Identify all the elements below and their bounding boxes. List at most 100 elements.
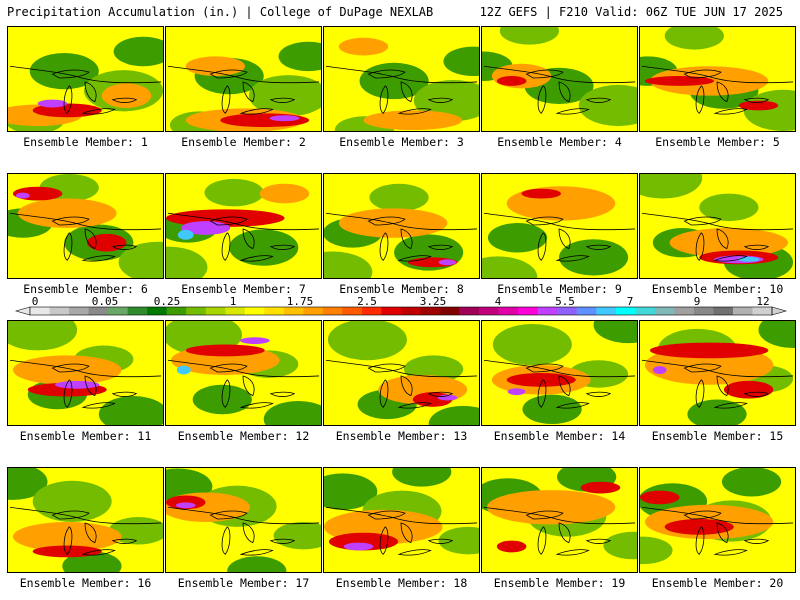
precip-region	[640, 536, 673, 565]
great-lake-outline	[84, 522, 97, 544]
precip-maximum-purple	[652, 366, 667, 374]
great-lake-outline	[379, 379, 389, 408]
precip-region	[687, 399, 747, 425]
colorbar-tick-label: 9	[694, 297, 701, 308]
ensemble-member-map-2	[165, 26, 322, 132]
colorbar-tick-label: 0	[32, 297, 39, 308]
us-canada-border	[641, 506, 794, 525]
great-lake-outline	[111, 244, 138, 250]
great-lake-outline	[367, 510, 406, 520]
precip-maximum-purple	[438, 259, 457, 266]
ensemble-member-map-19	[481, 467, 638, 573]
great-lake-outline	[84, 375, 97, 397]
us-canada-border	[641, 212, 794, 231]
precip-region	[8, 321, 78, 351]
ensemble-member-label: Ensemble Member: 3	[339, 135, 464, 149]
colorbar-swatch	[205, 307, 226, 315]
great-lake-outline	[716, 228, 729, 250]
colorbar-swatch	[381, 307, 402, 315]
ensemble-member-label: Ensemble Member: 1	[23, 135, 148, 149]
ensemble-member-label: Ensemble Member: 6	[23, 282, 148, 296]
us-canada-border	[167, 506, 320, 525]
great-lake-outline	[221, 232, 231, 261]
precip-region	[699, 193, 759, 222]
colorbar-swatch	[732, 307, 753, 315]
great-lake-outline	[367, 363, 406, 373]
great-lake-outline	[84, 228, 97, 250]
precip-region	[273, 521, 321, 550]
colorbar-swatch	[596, 307, 617, 315]
us-canada-border	[9, 65, 162, 84]
ensemble-member-label: Ensemble Member: 4	[497, 135, 622, 149]
colorbar-tick-label: 3.25	[420, 297, 447, 308]
precip-region	[118, 241, 163, 278]
us-canada-border	[325, 212, 478, 231]
great-lake-outline	[63, 232, 73, 261]
precip-maximum-orange	[486, 490, 616, 525]
great-lake-outline	[585, 244, 612, 250]
colorbar-swatch	[674, 307, 695, 315]
great-lake-outline	[379, 526, 389, 555]
precip-region	[113, 36, 163, 67]
precip-maximum-orange	[12, 355, 122, 385]
great-lake-outline	[683, 216, 722, 226]
precip-maximum-orange	[363, 110, 463, 131]
colorbar-min-arrow	[14, 306, 31, 316]
great-lake-outline	[81, 108, 116, 115]
precip-region	[492, 323, 572, 366]
precip-maximum-purple	[437, 394, 458, 401]
colorbar-tick-label: 0.05	[92, 297, 119, 308]
ensemble-member-map-18	[323, 467, 480, 573]
ensemble-member-map-5	[639, 26, 796, 132]
map-title: Precipitation Accumulation (in.) | Colle…	[7, 5, 434, 19]
great-lake-outline	[111, 97, 138, 103]
great-lake-outline	[239, 549, 274, 556]
great-lake-outline	[537, 526, 547, 555]
colorbar-swatch	[225, 307, 246, 315]
precip-region	[324, 251, 373, 278]
great-lake-outline	[713, 255, 748, 262]
great-lake-outline	[713, 549, 748, 556]
precip-maximum-purple	[343, 542, 374, 551]
colorbar-swatch	[283, 307, 304, 315]
great-lake-outline	[716, 375, 729, 397]
colorbar-swatch	[420, 307, 441, 315]
precip-region	[229, 229, 299, 266]
precip-maximum-cyan	[177, 229, 194, 240]
great-lake-outline	[695, 232, 705, 261]
great-lake-outline	[525, 510, 564, 520]
precip-maximum-red	[496, 540, 527, 553]
precip-region	[593, 321, 637, 344]
precip-region	[227, 556, 287, 572]
colorbar-swatch	[654, 307, 675, 315]
us-canada-border	[325, 506, 478, 525]
precip-maximum-purple	[180, 221, 231, 235]
precip-region	[392, 468, 452, 487]
colorbar-swatch	[576, 307, 597, 315]
great-lake-outline	[397, 255, 432, 262]
precip-maximum-purple	[54, 380, 100, 389]
us-canada-border	[9, 506, 162, 525]
great-lake-outline	[269, 538, 296, 544]
precip-region	[327, 321, 407, 361]
us-canada-border	[167, 65, 320, 84]
precip-maximum-orange	[338, 208, 448, 238]
great-lake-outline	[397, 108, 432, 115]
great-lake-outline	[242, 522, 255, 544]
precip-maximum-cyan	[737, 256, 760, 262]
great-lake-outline	[81, 549, 116, 556]
great-lake-outline	[400, 81, 413, 103]
colorbar-frame	[29, 306, 773, 316]
great-lake-outline	[242, 228, 255, 250]
colorbar-swatch	[49, 307, 70, 315]
colorbar-swatch	[303, 307, 324, 315]
great-lake-outline	[683, 363, 722, 373]
great-lake-outline	[743, 97, 770, 103]
ensemble-member-label: Ensemble Member: 2	[181, 135, 306, 149]
us-canada-border	[483, 506, 636, 525]
ensemble-member-map-15	[639, 320, 796, 426]
ensemble-member-label: Ensemble Member: 18	[335, 576, 468, 590]
colorbar-swatch	[713, 307, 734, 315]
colorbar-swatch	[264, 307, 285, 315]
great-lake-outline	[379, 232, 389, 261]
